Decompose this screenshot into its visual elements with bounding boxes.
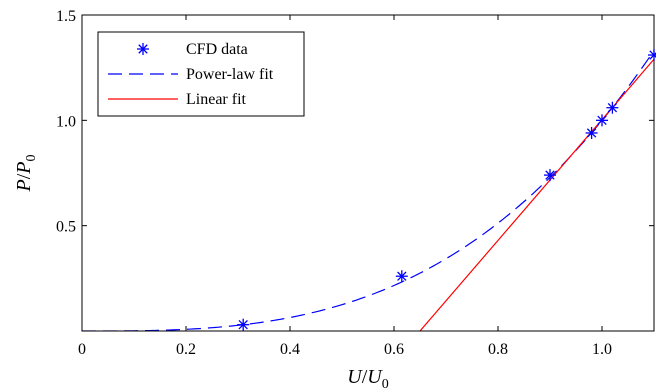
y-tick-label: 0.5 (56, 219, 76, 236)
x-axis-label: U/U0 (347, 366, 388, 391)
x-tick-label: 0.4 (280, 341, 300, 358)
power-law-fit-line (82, 50, 654, 331)
y-tick-label: 1.5 (56, 8, 76, 25)
legend: CFD data Power-law fit Linear fit (97, 31, 305, 117)
cfd-data-point (237, 318, 250, 331)
ticks-layer: 0 0.2 0.4 0.6 0.8 1.0 0.5 1.0 1.5 (56, 8, 654, 358)
y-tick-label: 1.0 (56, 113, 76, 130)
legend-cfd-marker (137, 43, 149, 55)
legend-power-law-label: Power-law fit (186, 66, 274, 83)
x-tick-label: 0.8 (488, 341, 508, 358)
cfd-data-point (648, 49, 656, 62)
legend-cfd-label: CFD data (186, 41, 248, 58)
cfd-data-point (585, 126, 598, 139)
x-tick-label: 0.2 (176, 341, 196, 358)
y-axis-label: P/P0 (13, 155, 39, 193)
cfd-data-point (606, 101, 619, 114)
x-tick-label: 0 (78, 341, 86, 358)
cfd-markers (237, 49, 656, 331)
x-tick-label: 1.0 (592, 341, 612, 358)
linear-fit-line (419, 58, 654, 331)
cfd-data-point (395, 270, 408, 283)
legend-linear-label: Linear fit (186, 91, 247, 108)
cfd-data-point (596, 114, 608, 127)
cfd-data-point (544, 169, 556, 182)
plot-frame (81, 14, 655, 332)
x-tick-label: 0.6 (384, 341, 404, 358)
